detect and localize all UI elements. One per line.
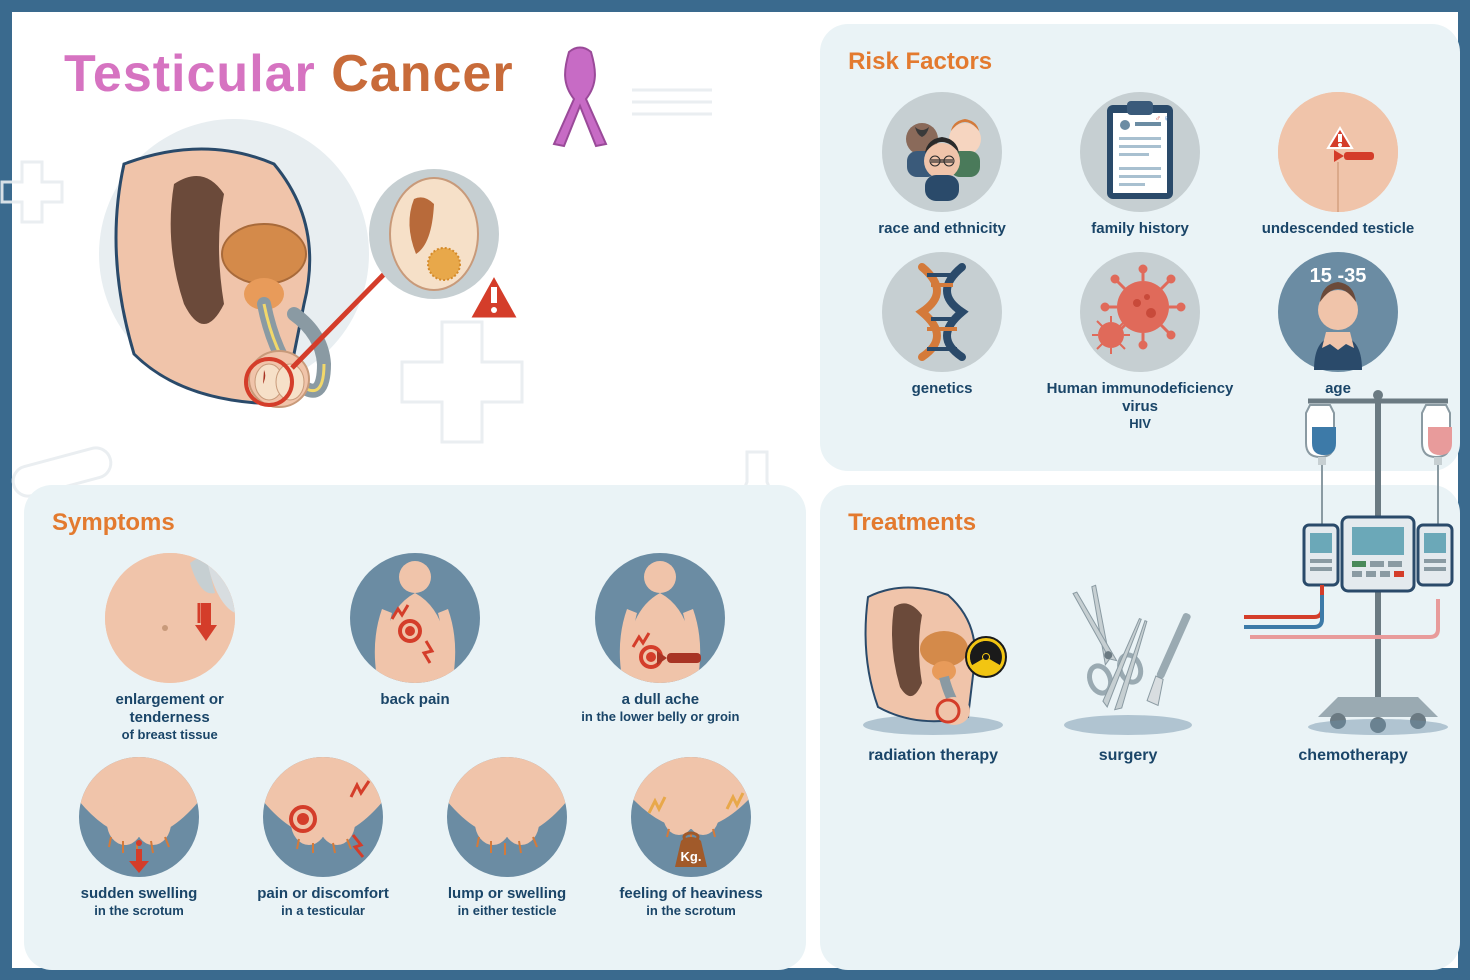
- rf-sublabel: HIV: [1129, 416, 1151, 432]
- sym-label: sudden swelling: [81, 885, 198, 903]
- chemotherapy-iv-icon: [1238, 377, 1468, 737]
- race-ethnicity-icon: [882, 92, 1002, 212]
- rf-label: family history: [1091, 220, 1189, 238]
- sym-item-pain: pain or discomfort in a testicular: [236, 757, 410, 919]
- age-person-icon: 15 -35: [1278, 252, 1398, 372]
- surgery-tools-icon: [1048, 567, 1208, 737]
- sym-sub: in the scrotum: [646, 903, 736, 919]
- rf-label: genetics: [912, 380, 973, 398]
- rf-label: Human immunodeficiency virus: [1046, 380, 1234, 416]
- rf-item-undescended: undescended testicle: [1244, 92, 1432, 238]
- sym-label: a dull ache: [622, 691, 700, 709]
- treat-item-radiation: radiation therapy: [848, 567, 1018, 765]
- sym-item-back: back pain: [350, 553, 480, 743]
- sym-item-breast: enlargement or tenderness of breast tiss…: [75, 553, 265, 743]
- sym-sub: in the lower belly or groin: [581, 709, 739, 725]
- symptoms-row2: sudden swelling in the scrotum: [52, 757, 778, 919]
- rf-label: undescended testicle: [1262, 220, 1415, 238]
- treat-label: radiation therapy: [868, 747, 998, 765]
- sym-label: pain or discomfort: [257, 885, 389, 903]
- rf-item-family: ♂♀ family history: [1046, 92, 1234, 238]
- svg-text:Kg.: Kg.: [681, 849, 702, 864]
- svg-text:♂: ♂: [1155, 114, 1161, 123]
- sym-sub: in either testicle: [458, 903, 557, 919]
- treat-item-chemo: chemotherapy: [1238, 377, 1468, 765]
- sym-label: feeling of heaviness: [619, 885, 762, 903]
- svg-text:♀: ♀: [1163, 114, 1169, 123]
- sym-sub: in a testicular: [281, 903, 365, 919]
- heaviness-icon: Kg.: [631, 757, 751, 877]
- sym-item-lump: lump or swelling in either testicle: [420, 757, 594, 919]
- symptoms-heading: Symptoms: [52, 509, 778, 537]
- risk-factors-heading: Risk Factors: [848, 48, 1432, 76]
- title-word1: Testicular: [64, 45, 316, 103]
- sym-item-swelling: sudden swelling in the scrotum: [52, 757, 226, 919]
- treat-label: surgery: [1099, 747, 1158, 765]
- rf-item-hiv: Human immunodeficiency virus HIV: [1046, 252, 1234, 432]
- page-title: Testicular Cancer: [64, 44, 796, 104]
- rf-item-race: race and ethnicity: [848, 92, 1036, 238]
- radiation-therapy-icon: [848, 567, 1018, 737]
- dna-icon: [882, 252, 1002, 372]
- groin-ache-icon: [595, 553, 725, 683]
- treat-label: chemotherapy: [1298, 747, 1407, 765]
- infographic-frame: Testicular Cancer: [0, 0, 1470, 980]
- awareness-ribbon-icon: [544, 44, 614, 154]
- treatments-row: radiation therapy: [848, 567, 1432, 765]
- sym-item-heavy: Kg. feeling of heaviness in the scrotum: [604, 757, 778, 919]
- sym-label: back pain: [380, 691, 449, 709]
- back-pain-icon: [350, 553, 480, 683]
- virus-icon: [1080, 252, 1200, 372]
- treat-item-surgery: surgery: [1048, 567, 1208, 765]
- lump-swelling-icon: [447, 757, 567, 877]
- sym-item-ache: a dull ache in the lower belly or groin: [581, 553, 739, 743]
- testicular-pain-icon: [263, 757, 383, 877]
- symptoms-panel: Symptoms: [24, 485, 806, 970]
- sym-label: enlargement or tenderness: [75, 691, 265, 727]
- symptoms-row1: enlargement or tenderness of breast tiss…: [52, 553, 778, 743]
- anatomy-diagram-icon: [64, 104, 564, 424]
- hero-section: Testicular Cancer: [24, 24, 806, 471]
- clipboard-icon: ♂♀: [1080, 92, 1200, 212]
- scrotum-swelling-icon: [79, 757, 199, 877]
- rf-item-genetics: genetics: [848, 252, 1036, 432]
- rf-label: race and ethnicity: [878, 220, 1006, 238]
- sym-label: lump or swelling: [448, 885, 566, 903]
- treatments-panel: Treatments: [820, 485, 1460, 970]
- breast-tenderness-icon: [105, 553, 235, 683]
- undescended-icon: [1278, 92, 1398, 212]
- sym-sub: of breast tissue: [122, 727, 218, 743]
- sym-sub: in the scrotum: [94, 903, 184, 919]
- title-word2: Cancer: [331, 45, 513, 103]
